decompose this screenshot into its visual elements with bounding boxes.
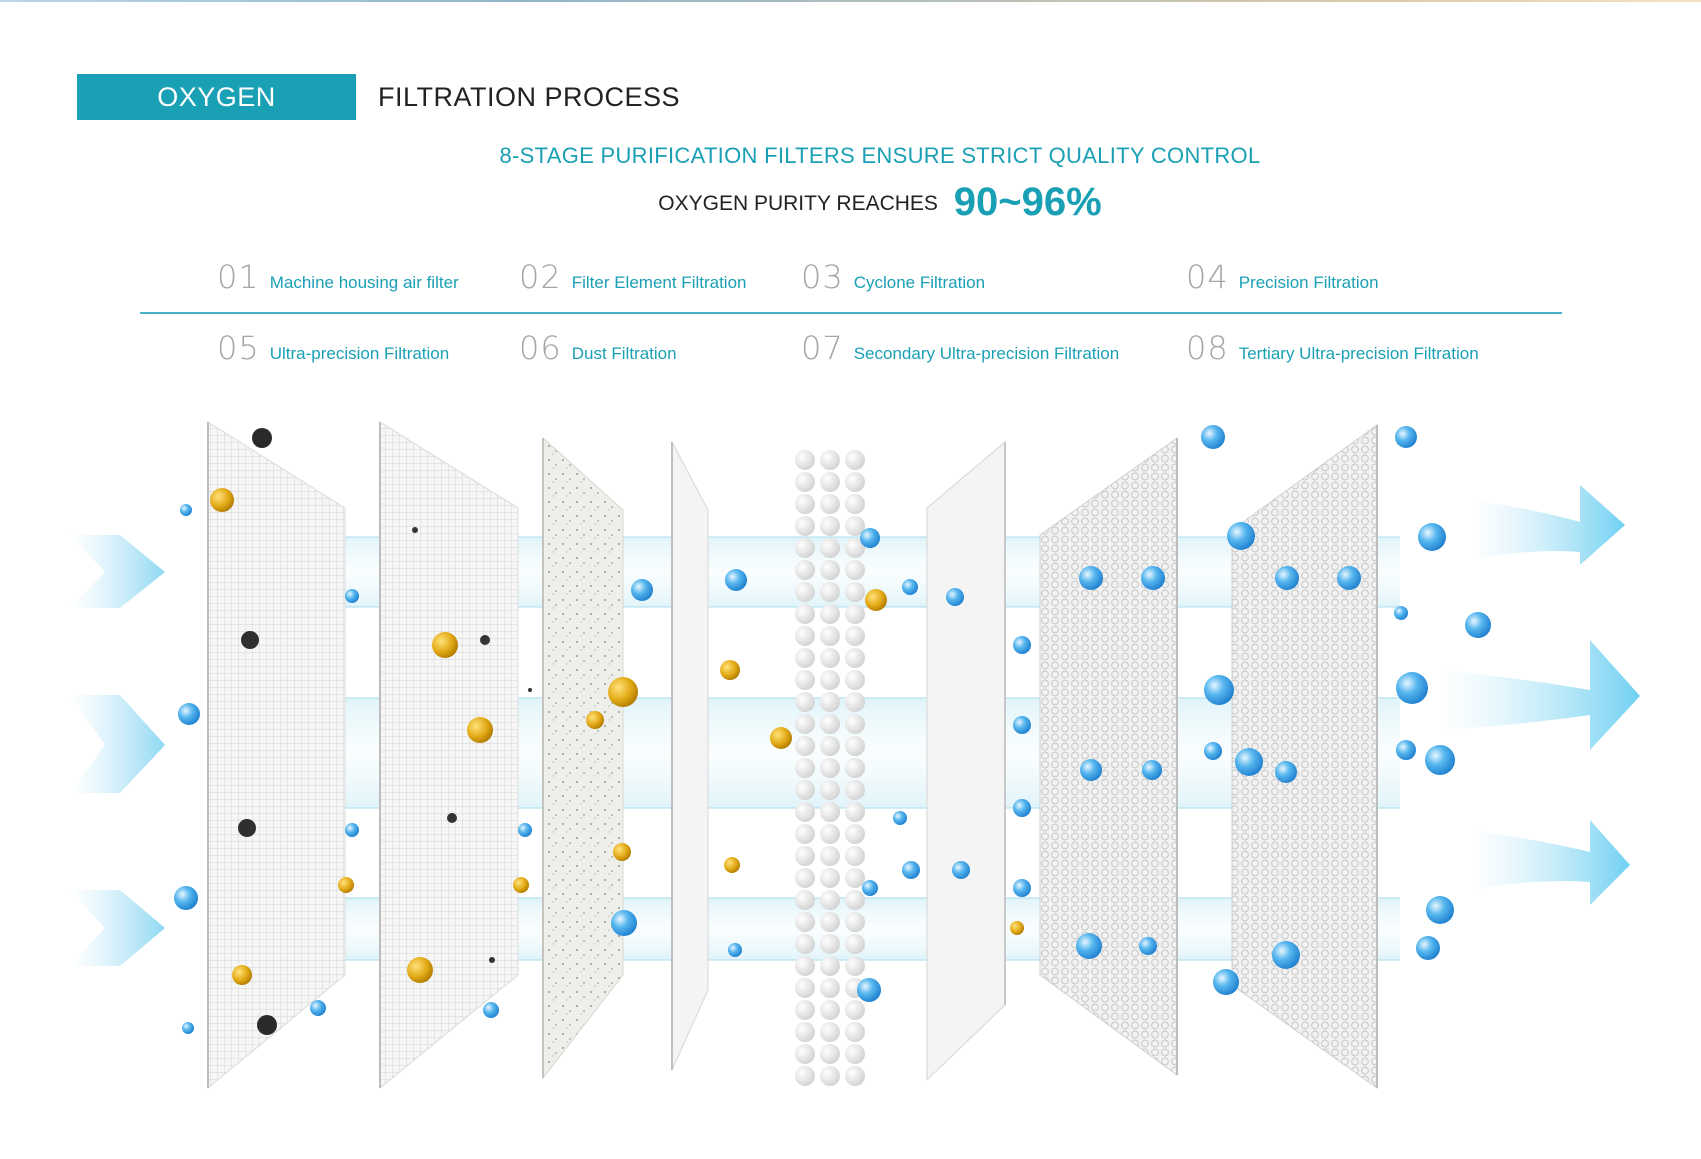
stage-number: 08: [1186, 329, 1229, 367]
stage-label: Secondary Ultra-precision Filtration: [853, 344, 1120, 363]
airflow-arrow-icon: [70, 535, 165, 966]
stage-item: 05 Ultra-precision Filtration: [217, 329, 449, 367]
stage-item: 01 Machine housing air filter: [217, 258, 459, 296]
purity-line: OXYGEN PURITY REACHES 90~96%: [0, 180, 1701, 225]
filtration-illustration: [70, 421, 1640, 1090]
airflow-arrow-icon: [1440, 485, 1640, 905]
stage-item: 08 Tertiary Ultra-precision Filtration: [1186, 329, 1479, 367]
dust-particle-icon: [210, 428, 1024, 1035]
filter-panel-icon: [926, 440, 1006, 1082]
top-decorative-line: [0, 0, 1701, 2]
stage-item: 06 Dust Filtration: [519, 329, 677, 367]
stage-number: 03: [801, 258, 844, 296]
stage-item: 03 Cyclone Filtration: [801, 258, 985, 296]
filter-panel-icon: [379, 421, 519, 1090]
filter-panel-icon: [542, 436, 624, 1080]
stage-label: Machine housing air filter: [269, 273, 459, 292]
stage-number: 05: [217, 329, 260, 367]
filter-panel-icon: [207, 421, 346, 1090]
filter-panel-icon: [1039, 437, 1178, 1076]
stage-number: 01: [217, 258, 260, 296]
stage-divider: [140, 312, 1562, 314]
filter-panel-icon: [1231, 424, 1378, 1089]
stage-label: Cyclone Filtration: [853, 273, 986, 292]
page-title: FILTRATION PROCESS: [378, 82, 681, 112]
molecular-sieve-icon: [795, 450, 865, 1086]
header-badge: OXYGEN MOLECULE: [77, 74, 356, 158]
stage-number: 07: [801, 329, 844, 367]
purity-value: 90~96%: [953, 180, 1102, 224]
filter-panel-icon: [671, 441, 709, 1071]
stage-label: Tertiary Ultra-precision Filtration: [1238, 344, 1479, 363]
stage-item: 07 Secondary Ultra-precision Filtration: [801, 329, 1119, 367]
stage-label: Ultra-precision Filtration: [269, 344, 450, 363]
subtitle: 8-STAGE PURIFICATION FILTERS ENSURE STRI…: [499, 143, 1261, 168]
stage-label: Precision Filtration: [1238, 273, 1379, 292]
stage-number: 04: [1186, 258, 1229, 296]
stage-number: 06: [519, 329, 562, 367]
oxygen-molecule-icon: [174, 425, 1491, 1034]
stage-item: 04 Precision Filtration: [1186, 258, 1379, 296]
stage-label: Dust Filtration: [571, 344, 677, 363]
stage-label: Filter Element Filtration: [571, 273, 747, 292]
purity-label: OXYGEN PURITY REACHES: [658, 192, 938, 215]
stage-number: 02: [519, 258, 562, 296]
stage-item: 02 Filter Element Filtration: [519, 258, 747, 296]
